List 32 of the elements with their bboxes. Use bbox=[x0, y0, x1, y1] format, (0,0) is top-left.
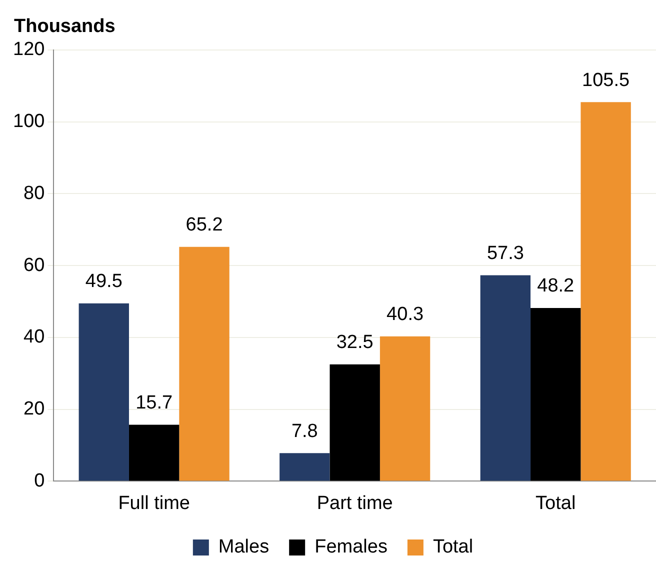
bar bbox=[78, 303, 129, 481]
data-label: 48.2 bbox=[537, 276, 574, 297]
legend-label: Total bbox=[432, 536, 474, 558]
data-label: 40.3 bbox=[386, 304, 424, 326]
data-label: 65.2 bbox=[186, 214, 223, 236]
bar bbox=[480, 275, 531, 481]
x-tick-label: Full time bbox=[118, 492, 190, 514]
data-label: 15.7 bbox=[136, 392, 173, 414]
bar bbox=[580, 102, 631, 481]
y-tick-label: 120 bbox=[13, 39, 45, 60]
bar bbox=[128, 424, 180, 481]
legend-label: Females bbox=[314, 536, 388, 558]
data-label: 7.8 bbox=[291, 420, 318, 442]
bar bbox=[330, 364, 380, 481]
y-tick-label: 20 bbox=[24, 398, 45, 420]
y-tick-label: 60 bbox=[24, 254, 45, 276]
data-label: 49.5 bbox=[85, 271, 122, 292]
y-tick-label: 80 bbox=[24, 182, 45, 204]
y-axis-title: Thousands bbox=[14, 16, 116, 38]
data-label: 32.5 bbox=[336, 332, 374, 354]
data-label: 105.5 bbox=[582, 70, 630, 91]
bar bbox=[179, 246, 230, 481]
y-tick-label: 0 bbox=[34, 470, 45, 492]
x-tick-label: Total bbox=[536, 492, 576, 514]
bar bbox=[530, 308, 581, 481]
bar bbox=[280, 453, 330, 481]
bar bbox=[380, 336, 430, 481]
y-tick-label: 100 bbox=[13, 111, 45, 132]
x-tick-label: Part time bbox=[316, 492, 393, 514]
data-label: 57.3 bbox=[486, 243, 524, 264]
y-tick-label: 40 bbox=[24, 326, 45, 348]
legend-label: Males bbox=[218, 536, 270, 558]
